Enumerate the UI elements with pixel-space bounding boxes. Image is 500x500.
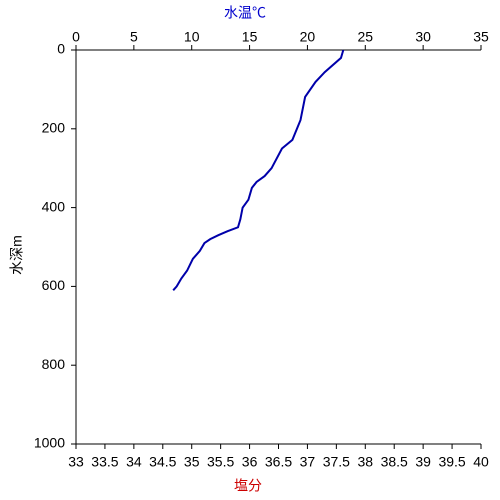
top-tick-label: 30 <box>415 29 431 45</box>
bottom-axis-label: 塩分 <box>234 478 262 494</box>
bottom-tick-label: 38 <box>357 454 373 470</box>
bottom-tick-label: 37.5 <box>323 454 350 470</box>
bottom-tick-label: 36 <box>242 454 258 470</box>
top-tick-label: 35 <box>473 29 489 45</box>
bottom-tick-label: 37 <box>300 454 316 470</box>
bottom-tick-label: 35 <box>184 454 200 470</box>
bottom-tick-label: 39.5 <box>438 454 465 470</box>
bottom-tick-label: 34 <box>126 454 142 470</box>
bottom-tick-label: 39 <box>415 454 431 470</box>
bottom-tick-label: 33 <box>68 454 84 470</box>
top-tick-label: 15 <box>242 29 258 45</box>
top-tick-label: 0 <box>72 29 80 45</box>
top-tick-label: 20 <box>300 29 316 45</box>
bottom-tick-label: 36.5 <box>265 454 292 470</box>
top-tick-label: 5 <box>130 29 138 45</box>
y-tick-label: 1000 <box>34 435 65 451</box>
top-tick-label: 10 <box>184 29 200 45</box>
y-tick-label: 600 <box>42 277 66 293</box>
y-tick-label: 400 <box>42 198 66 214</box>
y-tick-label: 800 <box>42 356 66 372</box>
y-tick-label: 0 <box>57 41 65 57</box>
bottom-tick-label: 38.5 <box>381 454 408 470</box>
bottom-tick-label: 33.5 <box>91 454 118 470</box>
y-tick-label: 200 <box>42 120 66 136</box>
top-axis-label: 水温℃ <box>224 5 266 21</box>
top-tick-label: 25 <box>357 29 373 45</box>
profile-line <box>172 49 345 292</box>
y-axis-label: 水深m <box>9 235 25 275</box>
bottom-tick-label: 34.5 <box>149 454 176 470</box>
bottom-tick-label: 40 <box>473 454 489 470</box>
bottom-tick-label: 35.5 <box>207 454 234 470</box>
